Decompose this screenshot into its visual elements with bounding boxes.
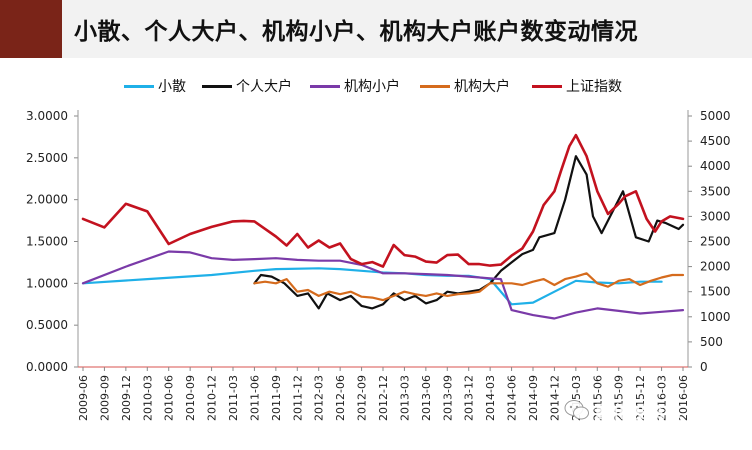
x-tick-label: 2013-12 [463, 375, 476, 421]
y-right-tick-label: 3000 [700, 209, 731, 223]
y-right-tick-label: 500 [700, 335, 723, 349]
x-tick-label: 2011-09 [270, 375, 283, 421]
series-line-institution-large [253, 272, 685, 302]
legend: 小散 个人大户 机构小户 机构大户 上证指数 [0, 70, 752, 100]
x-tick-label: 2015-09 [613, 375, 626, 421]
y-right-tick-label: 5000 [700, 109, 731, 123]
x-tick-label: 2016-03 [656, 375, 669, 421]
x-tick-label: 2009-06 [77, 375, 90, 421]
legend-swatch-small-retail [124, 85, 154, 88]
wechat-icon [564, 400, 589, 420]
x-tick-label: 2014-12 [548, 375, 561, 421]
legend-label-small-retail: 小散 [158, 79, 186, 95]
y-right-tick-label: 1000 [700, 310, 731, 324]
legend-swatch-institution-small [310, 85, 340, 88]
y-left-tick-label: 2.0000 [26, 193, 68, 207]
y-right-tick-label: 0 [700, 360, 708, 374]
x-tick-label: 2012-09 [356, 375, 369, 421]
x-tick-label: 2009-09 [98, 375, 111, 421]
title-bar [62, 0, 752, 58]
line-chart-plot: 0.0000 0.5000 1.0000 1.5000 2.0000 2.5000 3.00… [26, 109, 731, 421]
x-tick-label: 2012-06 [334, 375, 347, 421]
legend-label-individual-large: 个人大户 [236, 79, 292, 95]
y-left-tick-label: 2.5000 [26, 151, 68, 165]
watermark-text: 量化投资人 [594, 403, 684, 423]
y-right-tick-label: 3500 [700, 184, 731, 198]
x-tick-label: 2014-06 [506, 375, 519, 421]
x-tick-label: 2013-06 [420, 375, 433, 421]
y-right-tick-label: 4000 [700, 159, 731, 173]
x-tick-label: 2010-12 [206, 375, 219, 421]
x-tick-label: 2015-12 [634, 375, 647, 421]
x-tick-label: 2010-06 [163, 375, 176, 421]
y-left-tick-label: 0.5000 [26, 318, 68, 332]
legend-label-institution-large: 机构大户 [454, 79, 510, 95]
y-left-tick-label: 1.5000 [26, 235, 68, 249]
x-tick-label: 2010-09 [184, 375, 197, 421]
x-tick-label: 2011-12 [291, 375, 304, 421]
x-tick-label: 2013-03 [398, 375, 411, 421]
x-tick-label: 2014-09 [527, 375, 540, 421]
x-tick-label: 2009-12 [120, 375, 133, 421]
x-tick-label: 2012-12 [377, 375, 390, 421]
x-tick-label: 2010-03 [141, 375, 154, 421]
y-right-tick-label: 2500 [700, 235, 731, 249]
y-right-tick-label: 4500 [700, 134, 731, 148]
legend-swatch-sse-index [532, 85, 562, 88]
legend-swatch-individual-large [202, 85, 232, 88]
y-left-tick-label: 3.0000 [26, 109, 68, 123]
x-tick-label: 2014-03 [484, 375, 497, 421]
series-line-sse-index [81, 133, 685, 268]
plot-area [78, 110, 688, 367]
y-left-tick-label: 1.0000 [26, 276, 68, 290]
x-tick-label: 2011-06 [248, 375, 261, 421]
y-right-tick-label: 2000 [700, 260, 731, 274]
x-tick-label: 2013-09 [441, 375, 454, 421]
legend-label-sse-index: 上证指数 [566, 79, 622, 95]
x-tick-label: 2015-06 [591, 375, 604, 421]
x-tick-label: 2011-03 [227, 375, 240, 421]
y-left-tick-label: 0.0000 [26, 360, 68, 374]
y-right-tick-label: 1500 [700, 285, 731, 299]
title-accent-block [0, 0, 62, 58]
series-line-institution-small [81, 250, 685, 320]
x-tick-label: 2012-03 [313, 375, 326, 421]
legend-label-institution-small: 机构小户 [344, 79, 400, 95]
legend-swatch-institution-large [420, 85, 450, 88]
x-tick-label: 2016-06 [677, 375, 690, 421]
chart-title: 小散、个人大户、机构小户、机构大户账户数变动情况 [74, 19, 638, 45]
